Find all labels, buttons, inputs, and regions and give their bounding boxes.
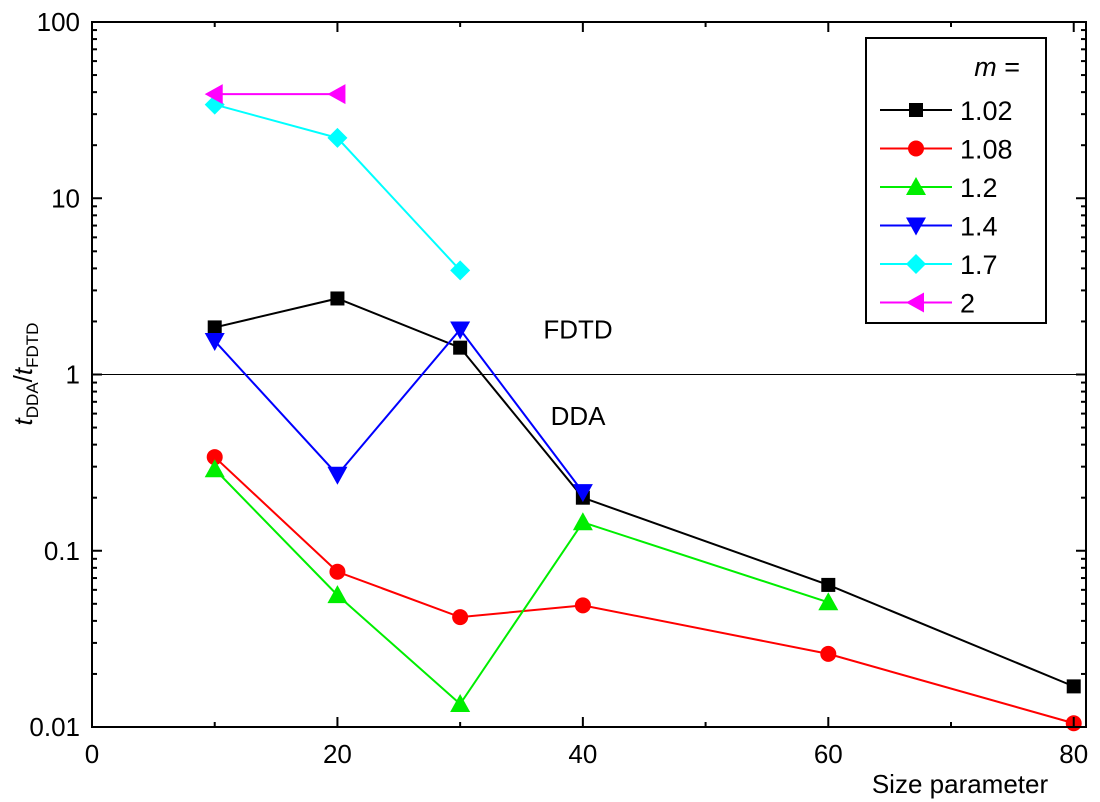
legend-marker [906,177,926,195]
legend-entry-1.7: 1.7 [880,250,998,280]
series-1.02 [207,291,1081,694]
data-point [821,577,836,592]
series-1.7 [204,94,471,281]
y-tick-label: 0.01 [29,712,80,742]
legend-box [865,37,1047,324]
legend-entry-1.2: 1.2 [880,173,998,203]
data-point [452,609,469,626]
data-point [204,84,223,105]
legend-label: 1.08 [960,135,1013,165]
legend-title: m = [974,52,1020,82]
data-point [207,320,222,335]
data-point [327,585,348,604]
data-point [330,291,345,306]
data-point [327,84,346,105]
x-tick-label: 40 [568,739,597,769]
series-line [214,297,1075,688]
legend-label: 1.4 [960,212,998,242]
data-point [329,563,346,580]
region-label-dda: DDA [551,401,607,431]
data-point [572,512,593,531]
data-point [572,484,593,503]
legend-label: 1.2 [960,173,998,203]
series-1.2 [204,459,839,713]
legend-marker [909,103,923,117]
legend-label: 1.7 [960,250,998,280]
legend-marker [906,217,926,236]
region-label-fdtd: FDTD [543,315,612,345]
y-tick-label: 0.1 [44,536,80,566]
x-axis-label: Size parameter [872,769,1049,799]
data-point [204,332,225,351]
data-point [327,127,348,148]
data-point [1066,679,1081,694]
data-point [327,466,348,485]
x-tick-label: 80 [1059,739,1088,769]
x-tick-label: 60 [814,739,843,769]
legend-entry-2: 2 [880,289,975,319]
legend-entry-1.4: 1.4 [880,212,998,242]
legend-entry-1.02: 1.02 [880,96,1013,126]
y-tick-label: 10 [51,183,80,213]
legend-label: 1.02 [960,96,1013,126]
x-tick-label: 20 [323,739,352,769]
legend-marker [908,140,924,157]
y-axis-label: tDDA/tFDTD [8,323,42,426]
data-point [450,694,471,713]
series-line [214,456,1075,725]
series-line [214,468,829,706]
data-point [204,459,225,478]
data-point [820,645,837,662]
legend-label: 2 [960,289,975,319]
legend-marker [906,292,924,313]
series-line [213,327,584,493]
x-tick-label: 0 [85,739,99,769]
series-2 [204,84,346,105]
data-point [206,449,223,466]
series-1.4 [204,321,593,503]
legend-marker [906,254,926,274]
y-tick-label: 1 [66,360,80,390]
y-tick-label: 100 [37,7,80,37]
data-point [450,260,471,281]
data-point [453,340,468,355]
data-point [818,592,839,611]
legend-entry-1.08: 1.08 [880,135,1013,165]
data-point [450,321,471,340]
data-point [574,597,591,614]
